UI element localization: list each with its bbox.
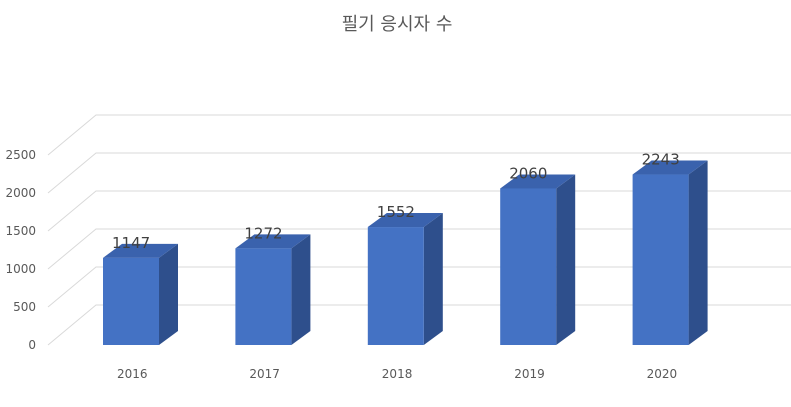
bar-front-face xyxy=(367,227,424,345)
gridline-2500 xyxy=(47,114,791,156)
bar-top-face xyxy=(500,174,576,189)
bar-2017: 1272 xyxy=(235,224,311,345)
bar-side-face xyxy=(688,160,708,345)
x-tick-label: 2020 xyxy=(647,367,678,381)
bar-top-face xyxy=(103,243,178,258)
x-tick-label: 2019 xyxy=(514,367,545,381)
y-tick-label: 2500 xyxy=(5,148,36,162)
x-tick-label: 2017 xyxy=(249,367,280,381)
data-label: 2243 xyxy=(642,151,680,169)
bar-top-face xyxy=(235,234,311,249)
y-tick-label: 0 xyxy=(28,338,36,352)
bar-side-face xyxy=(556,174,576,345)
bar-front-face xyxy=(632,174,689,345)
bar-side-face xyxy=(159,243,178,345)
gridline-2000 xyxy=(47,152,791,194)
bars: 1147 1272 1552 2060 2243 xyxy=(103,151,708,345)
y-tick-label: 500 xyxy=(13,300,36,314)
data-label: 1147 xyxy=(112,234,150,252)
y-tick-label: 1000 xyxy=(5,262,36,276)
y-tick-label: 1500 xyxy=(5,224,36,238)
bar-2019: 2060 xyxy=(500,164,576,345)
x-tick-label: 2016 xyxy=(117,367,148,381)
bar-front-face xyxy=(500,188,557,345)
bar-top-face xyxy=(367,213,443,228)
bar-2018: 1552 xyxy=(367,203,443,345)
bar-2016: 1147 xyxy=(103,234,178,345)
bar-2020: 2243 xyxy=(632,151,708,345)
data-label: 1272 xyxy=(244,224,282,242)
x-tick-label: 2018 xyxy=(382,367,413,381)
bar-side-face xyxy=(291,234,311,345)
chart-title: 필기 응시자 수 xyxy=(342,14,453,35)
bar-front-face xyxy=(103,257,159,345)
bar-side-face xyxy=(423,213,443,345)
data-label: 2060 xyxy=(509,164,547,182)
bar-front-face xyxy=(235,248,292,345)
y-axis-tick-labels: 0 500 1000 1500 2000 2500 xyxy=(5,148,36,352)
y-tick-label: 2000 xyxy=(5,186,36,200)
x-axis-tick-labels: 2016 2017 2018 2019 2020 xyxy=(117,367,677,381)
data-label: 1552 xyxy=(377,203,415,221)
bar-top-face xyxy=(632,160,708,175)
